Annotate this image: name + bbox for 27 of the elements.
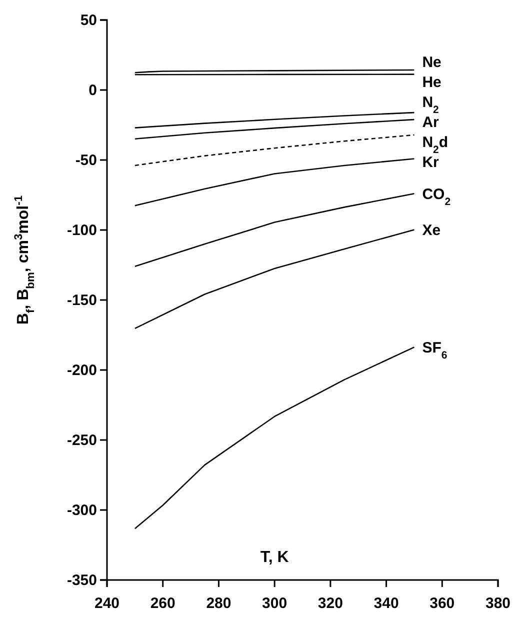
- series-label: N$_{2}$: [422, 94, 440, 116]
- y-tick-label: 0: [88, 82, 97, 99]
- series-label: Ne: [422, 54, 442, 71]
- x-tick-label: 260: [150, 595, 176, 612]
- series-label: Kr: [422, 154, 440, 171]
- series-label: SF$_{6}$: [422, 339, 448, 362]
- y-tick-label: -350: [66, 572, 97, 589]
- x-tick-label: 240: [94, 595, 120, 612]
- x-tick-label: 360: [430, 595, 455, 612]
- x-tick-label: 320: [318, 595, 343, 612]
- x-axis-title: T, K: [260, 549, 290, 566]
- x-tick-label: 380: [485, 595, 511, 612]
- y-tick-label: -150: [66, 292, 97, 309]
- series-label: CO$_{2}$: [422, 186, 451, 208]
- y-tick-label: -50: [75, 152, 97, 169]
- y-tick-label: -100: [66, 222, 97, 239]
- y-tick-label: -200: [66, 362, 97, 379]
- series-label: He: [422, 74, 442, 91]
- y-tick-label: 50: [80, 12, 97, 29]
- x-tick-label: 340: [374, 595, 399, 612]
- y-tick-label: -250: [66, 432, 97, 449]
- y-tick-label: -300: [66, 502, 97, 519]
- series-label: Ar: [422, 114, 440, 131]
- x-tick-label: 280: [206, 595, 232, 612]
- series-label: N$_{2}$d: [422, 134, 448, 156]
- series-label: Xe: [422, 222, 441, 239]
- x-tick-label: 300: [262, 595, 288, 612]
